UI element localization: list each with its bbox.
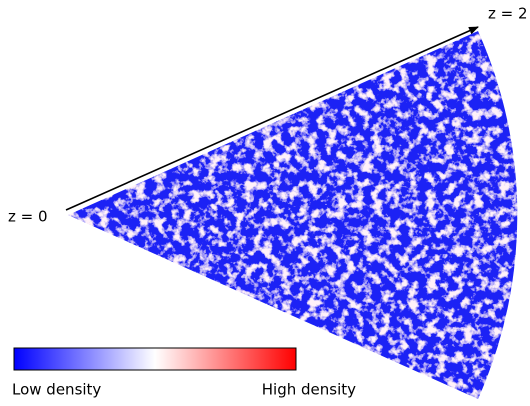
start-label: z = 0 xyxy=(8,208,48,226)
colorbar xyxy=(13,347,297,371)
colorbar-high-label: High density xyxy=(262,381,356,399)
end-label: z = 2 xyxy=(488,5,528,23)
redshift-arrow xyxy=(65,26,479,211)
colorbar-low-label: Low density xyxy=(12,381,101,399)
